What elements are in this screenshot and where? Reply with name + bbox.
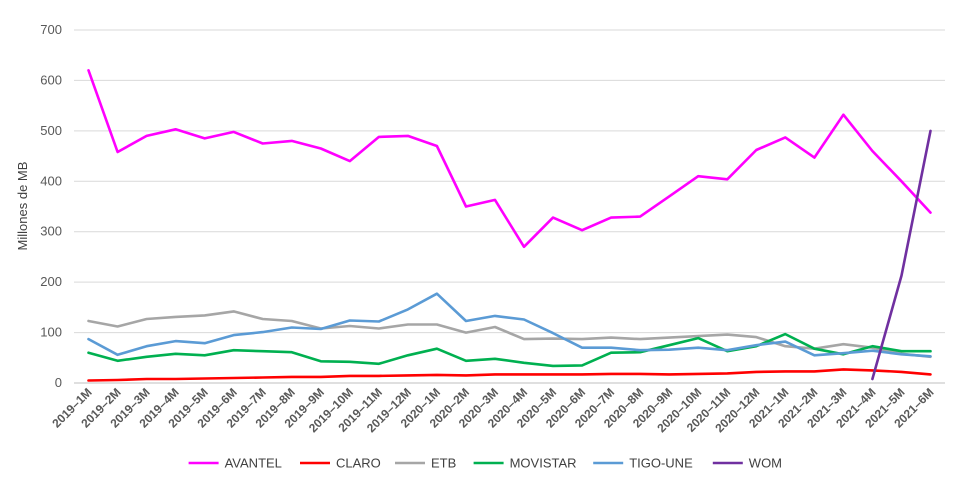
series-line-avantel: [87, 69, 932, 249]
y-axis-ticks: 0 100 200 300 400 500 600 700: [40, 22, 62, 390]
y-tick-label: 0: [55, 375, 62, 390]
series-line-claro: [87, 368, 932, 382]
x-axis-ticks: 2019–1M2019–2M2019–3M2019–4M2019–5M2019–…: [49, 385, 936, 435]
legend-label: ETB: [431, 456, 456, 471]
series-line-tigo-une: [87, 292, 932, 358]
legend-item-etb: ETB: [395, 456, 456, 471]
legend-item-tigo-une: TIGO-UNE: [593, 456, 693, 471]
legend-label: CLARO: [336, 456, 381, 471]
series-line-movistar: [87, 332, 932, 368]
series-line-wom: [871, 129, 932, 381]
series-line-etb: [87, 310, 932, 359]
legend: AVANTEL CLARO ETB MOVISTAR TIGO-UNE WOM: [188, 456, 782, 471]
y-tick-label: 200: [40, 274, 62, 289]
grid-lines: [74, 29, 945, 334]
legend-item-movistar: MOVISTAR: [473, 456, 577, 471]
legend-item-wom: WOM: [712, 456, 782, 471]
legend-label: MOVISTAR: [510, 456, 577, 471]
legend-item-claro: CLARO: [300, 456, 381, 471]
y-tick-label: 500: [40, 123, 62, 138]
legend-label: AVANTEL: [225, 456, 282, 471]
legend-item-avantel: AVANTEL: [188, 456, 282, 471]
y-tick-label: 300: [40, 224, 62, 239]
y-axis-label: Millones de MB: [15, 162, 30, 251]
y-tick-label: 700: [40, 22, 62, 37]
legend-label: WOM: [749, 456, 782, 471]
y-tick-label: 400: [40, 173, 62, 188]
y-tick-label: 100: [40, 325, 62, 340]
series-lines: [87, 69, 932, 382]
y-tick-label: 600: [40, 72, 62, 87]
legend-label: TIGO-UNE: [629, 456, 693, 471]
